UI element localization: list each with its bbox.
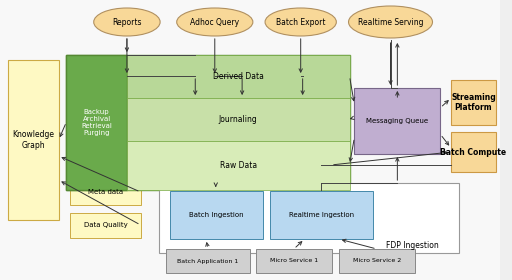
- Bar: [159, 183, 459, 253]
- Text: Micro Service 1: Micro Service 1: [270, 258, 318, 263]
- Bar: [166, 249, 250, 273]
- Text: Realtime Ingestion: Realtime Ingestion: [289, 212, 354, 218]
- Bar: [127, 141, 350, 190]
- Bar: [451, 132, 496, 172]
- Text: Batch Compute: Batch Compute: [440, 148, 506, 157]
- Ellipse shape: [177, 8, 253, 36]
- Text: Batch Ingestion: Batch Ingestion: [189, 212, 244, 218]
- Bar: [451, 80, 496, 125]
- Text: Streaming
Platform: Streaming Platform: [451, 93, 496, 112]
- Bar: [170, 191, 263, 239]
- Text: Reports: Reports: [112, 18, 142, 27]
- Text: Data Quality: Data Quality: [83, 223, 127, 228]
- Text: Micro Service 2: Micro Service 2: [353, 258, 401, 263]
- Bar: [339, 249, 415, 273]
- Text: Backup
Archival
Retrieval
Purging: Backup Archival Retrieval Purging: [81, 109, 112, 136]
- Bar: [67, 55, 350, 190]
- Text: Journaling: Journaling: [219, 115, 258, 124]
- Text: Raw Data: Raw Data: [220, 161, 257, 170]
- Bar: [127, 55, 350, 98]
- Bar: [127, 98, 350, 141]
- Text: Messaging Queue: Messaging Queue: [366, 118, 429, 124]
- Text: Knowledge
Graph: Knowledge Graph: [12, 130, 54, 150]
- Ellipse shape: [94, 8, 160, 36]
- Bar: [270, 191, 373, 239]
- Bar: [354, 88, 440, 154]
- Text: Batch Export: Batch Export: [276, 18, 326, 27]
- Bar: [256, 249, 332, 273]
- Bar: [70, 180, 141, 205]
- Text: Batch Application 1: Batch Application 1: [177, 258, 239, 263]
- Ellipse shape: [265, 8, 336, 36]
- Bar: [70, 213, 141, 238]
- Ellipse shape: [349, 6, 433, 38]
- Text: Meta data: Meta data: [88, 190, 123, 195]
- Bar: [67, 55, 127, 190]
- Text: FDP Ingestion: FDP Ingestion: [386, 241, 438, 249]
- Text: Adhoc Query: Adhoc Query: [190, 18, 239, 27]
- Text: Realtime Serving: Realtime Serving: [358, 18, 423, 27]
- Bar: [8, 60, 58, 220]
- Text: Derived Data: Derived Data: [213, 72, 264, 81]
